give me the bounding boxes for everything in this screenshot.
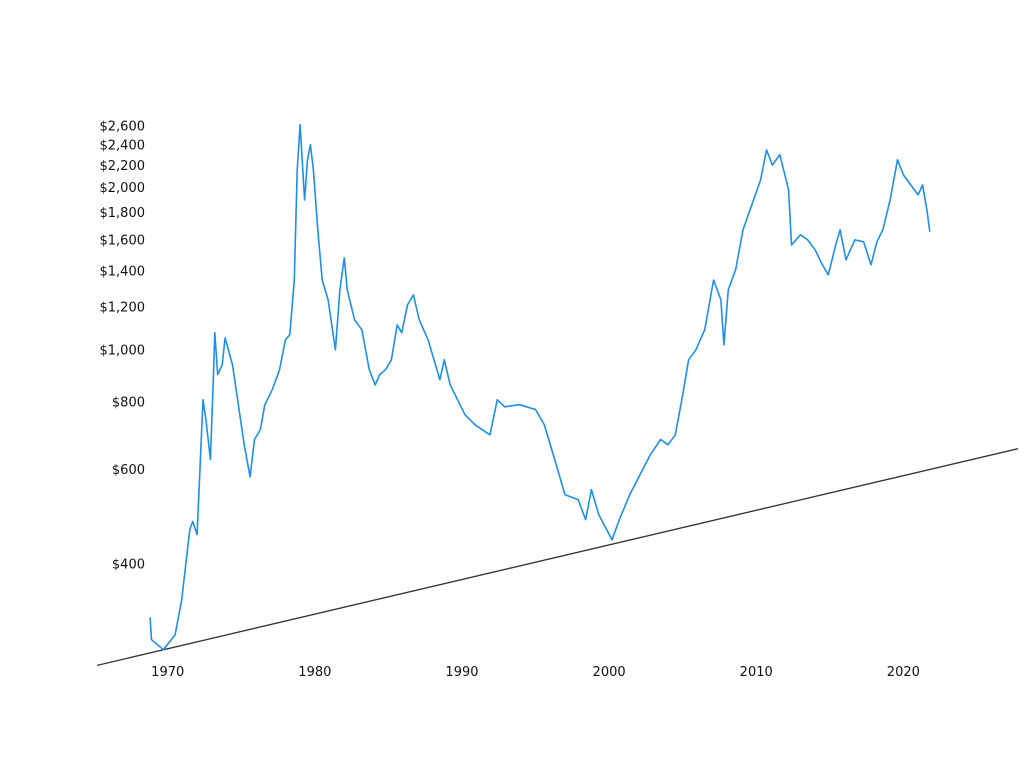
x-tick-label: 2020 — [887, 665, 920, 680]
y-tick-label: $1,400 — [100, 265, 146, 280]
x-tick-label: 1970 — [151, 665, 184, 680]
x-axis: 1970 1980 1990 2000 2010 2020 — [151, 665, 920, 680]
plot-area — [96, 123, 1019, 667]
x-tick-label: 1990 — [445, 665, 478, 680]
y-tick-label: $800 — [112, 396, 145, 411]
y-tick-label: $1,600 — [100, 233, 146, 248]
y-tick-label: $1,800 — [100, 206, 146, 221]
trendline — [96, 448, 1019, 667]
y-tick-label: $2,600 — [100, 120, 146, 135]
y-tick-label: $400 — [112, 558, 145, 573]
x-tick-label: 1980 — [298, 665, 331, 680]
y-tick-label: $2,000 — [100, 181, 146, 196]
y-tick-label: $1,000 — [100, 343, 146, 358]
x-tick-label: 2010 — [740, 665, 773, 680]
y-tick-label: $1,200 — [100, 301, 146, 316]
x-tick-label: 2000 — [593, 665, 626, 680]
y-tick-label: $600 — [112, 463, 145, 478]
y-tick-label: $2,200 — [100, 159, 146, 174]
y-axis: $400 $600 $800 $1,000 $1,200 $1,400 $1,600 $1,8… — [100, 120, 146, 573]
price-series-line — [149, 123, 931, 651]
y-tick-label: $2,400 — [100, 138, 146, 153]
